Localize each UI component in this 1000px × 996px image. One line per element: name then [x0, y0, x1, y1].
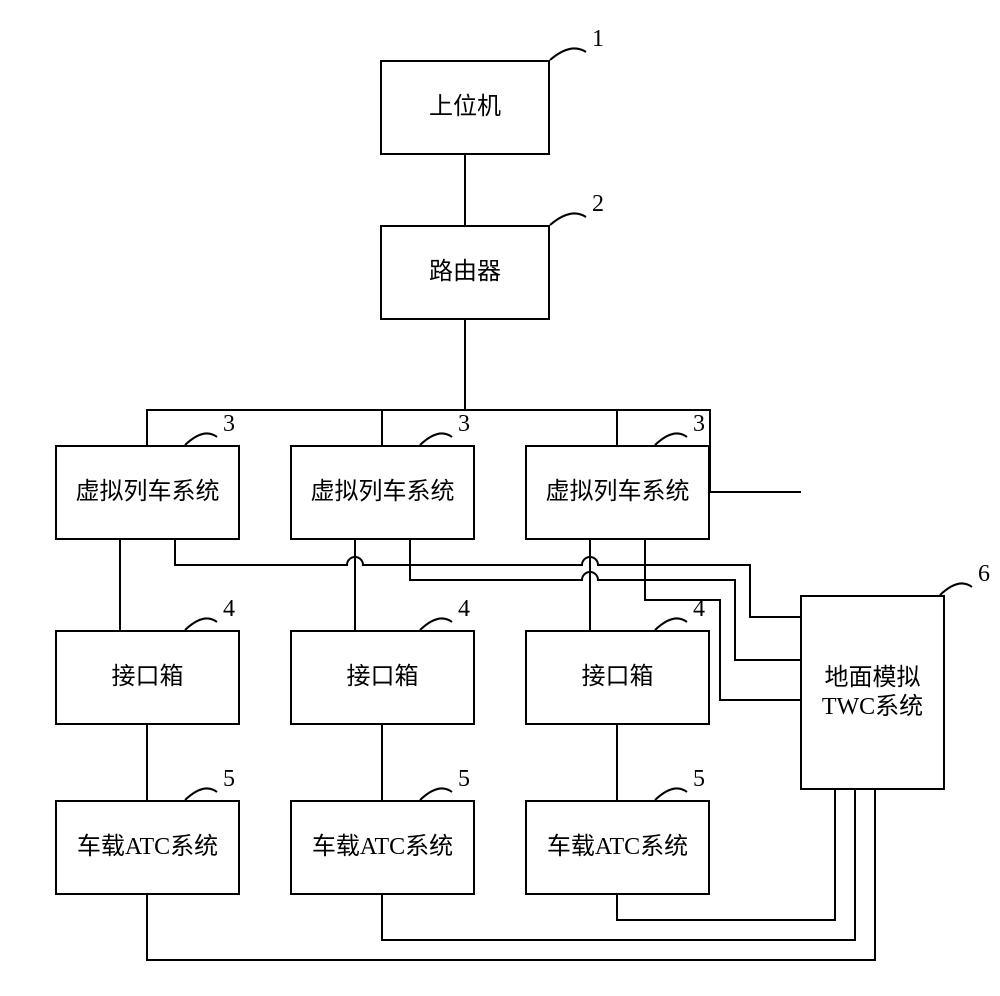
callout-number: 5 [223, 766, 235, 792]
callout-leader [550, 48, 586, 60]
callout-number: 3 [223, 411, 235, 437]
callout-leader [655, 788, 687, 800]
callout-leader [185, 788, 217, 800]
node-ib2: 接口箱 [290, 630, 475, 725]
callout-number: 4 [223, 596, 235, 622]
node-atc2: 车载ATC系统 [290, 800, 475, 895]
callout-leader [550, 213, 586, 225]
node-label: 接口箱 [112, 663, 184, 692]
node-label: 虚拟列车系统 [76, 478, 220, 507]
callout-number: 3 [458, 411, 470, 437]
callout-leader [420, 618, 452, 630]
node-ib3: 接口箱 [525, 630, 710, 725]
callout-number: 4 [458, 596, 470, 622]
node-ib1: 接口箱 [55, 630, 240, 725]
node-label: 车载ATC系统 [547, 833, 688, 862]
callout-number: 2 [592, 191, 604, 217]
node-vt2: 虚拟列车系统 [290, 445, 475, 540]
callout-leader [185, 618, 217, 630]
callout-number: 1 [592, 26, 604, 52]
diagram-canvas: 123334445556 上位机路由器虚拟列车系统虚拟列车系统虚拟列车系统接口箱… [0, 0, 1000, 996]
node-label: 接口箱 [347, 663, 419, 692]
node-label: 路由器 [429, 258, 501, 287]
node-label: 接口箱 [582, 663, 654, 692]
edge [147, 790, 875, 960]
callout-number: 3 [693, 411, 705, 437]
node-router: 路由器 [380, 225, 550, 320]
callout-leader [420, 433, 452, 445]
node-twc: 地面模拟 TWC系统 [800, 595, 945, 790]
callout-leader [940, 583, 972, 595]
node-host: 上位机 [380, 60, 550, 155]
node-label: 虚拟列车系统 [546, 478, 690, 507]
callout-leader [655, 433, 687, 445]
callout-number: 5 [458, 766, 470, 792]
callout-leader [655, 618, 687, 630]
callout-leader [185, 433, 217, 445]
edge [710, 410, 800, 492]
node-label: 地面模拟 TWC系统 [822, 664, 923, 722]
node-atc3: 车载ATC系统 [525, 800, 710, 895]
callout-leader [420, 788, 452, 800]
node-vt1: 虚拟列车系统 [55, 445, 240, 540]
node-label: 车载ATC系统 [312, 833, 453, 862]
callout-number: 4 [693, 596, 705, 622]
callout-number: 6 [978, 561, 990, 587]
node-vt3: 虚拟列车系统 [525, 445, 710, 540]
node-label: 车载ATC系统 [77, 833, 218, 862]
edge [175, 540, 800, 617]
node-label: 虚拟列车系统 [311, 478, 455, 507]
node-label: 上位机 [429, 93, 501, 122]
callout-number: 5 [693, 766, 705, 792]
node-atc1: 车载ATC系统 [55, 800, 240, 895]
